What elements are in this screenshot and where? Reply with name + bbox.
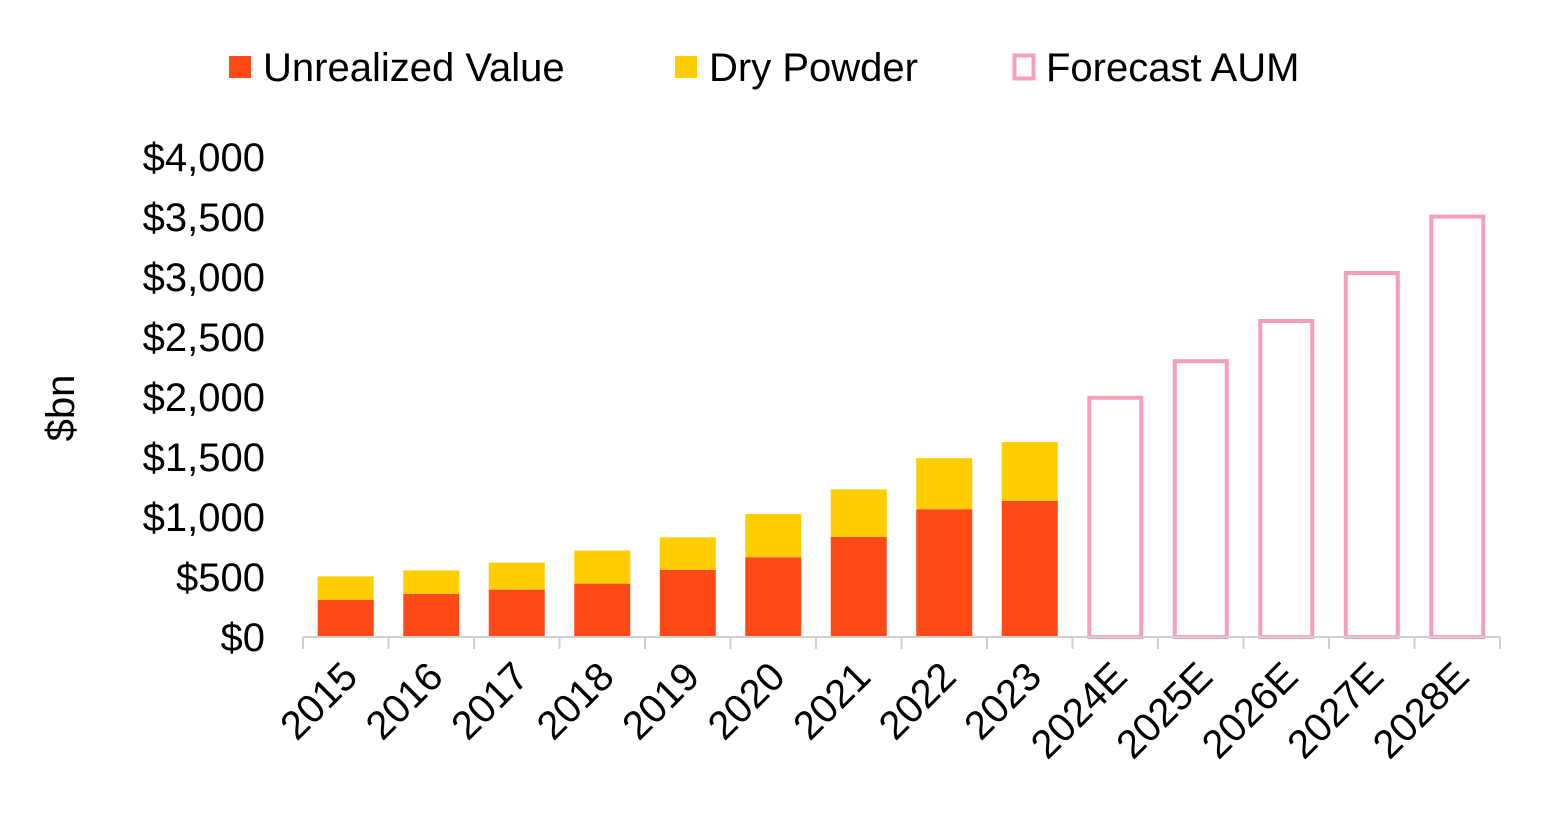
y-tick-label: $1,500 — [143, 436, 265, 480]
x-tick-label: 2019 — [614, 654, 708, 748]
legend-swatch — [1012, 53, 1036, 81]
bar-unrealized-value — [916, 509, 973, 637]
legend: Unrealized Value Dry Powder Forecast AUM — [229, 46, 1299, 90]
y-axis-label-group: $bn — [39, 375, 83, 442]
bar-dry-powder — [317, 576, 374, 600]
x-tick-label: 2017 — [443, 654, 537, 748]
x-tick-label: 2015 — [272, 654, 366, 748]
bar-dry-powder — [745, 514, 802, 558]
x-tick-label: 2022 — [871, 654, 965, 748]
y-tick-label: $1,000 — [143, 496, 265, 540]
bar-dry-powder — [916, 458, 973, 510]
legend-item: Unrealized Value — [229, 46, 565, 90]
x-tick-label: 2018 — [529, 654, 623, 748]
bar-unrealized-value — [659, 569, 716, 637]
legend-swatch — [229, 56, 251, 78]
bar-forecast-aum — [1172, 359, 1229, 639]
y-axis-label: $bn — [39, 375, 83, 442]
bar-forecast-aum — [1429, 214, 1486, 639]
y-tick-label: $500 — [176, 556, 265, 600]
x-tick-label: 2027E — [1279, 654, 1392, 767]
y-tick-label: $3,500 — [143, 196, 265, 240]
bar-unrealized-value — [403, 593, 460, 637]
y-tick-label: $0 — [221, 616, 266, 660]
x-tick-label: 2020 — [700, 654, 794, 748]
bar-unrealized-value — [574, 583, 631, 637]
y-tick-label: $2,000 — [143, 376, 265, 420]
bar-forecast-aum — [1343, 271, 1400, 639]
bar-forecast-aum — [1258, 319, 1315, 639]
bar-dry-powder — [1001, 442, 1058, 501]
x-axis: 2015201620172018201920202021202220232024… — [272, 636, 1501, 767]
y-tick-label: $3,000 — [143, 256, 265, 300]
bar-unrealized-value — [317, 599, 374, 637]
bar-dry-powder — [659, 537, 716, 570]
legend-label: Dry Powder — [709, 46, 918, 90]
x-tick-label: 2024E — [1023, 654, 1136, 767]
bar-unrealized-value — [1001, 500, 1058, 637]
legend-label: Unrealized Value — [263, 46, 565, 90]
bar-unrealized-value — [488, 589, 545, 637]
y-tick-label: $2,500 — [143, 316, 265, 360]
x-tick-label: 2025E — [1108, 654, 1221, 767]
bars-group — [317, 214, 1486, 639]
y-tick-label: $4,000 — [143, 136, 265, 180]
bar-forecast-aum — [1087, 395, 1144, 639]
legend-item: Dry Powder — [675, 46, 918, 90]
x-tick-label: 2028E — [1365, 654, 1478, 767]
bar-dry-powder — [574, 550, 631, 584]
legend-label: Forecast AUM — [1046, 46, 1299, 90]
bar-unrealized-value — [830, 536, 887, 637]
y-axis-ticks: $0 $500 $1,000 $1,500 $2,000 $2,500 $3,000 $3,5… — [143, 136, 265, 660]
bar-unrealized-value — [745, 557, 802, 637]
legend-swatch — [675, 56, 697, 78]
bar-dry-powder — [403, 570, 460, 594]
bar-dry-powder — [830, 489, 887, 537]
x-tick-label: 2016 — [358, 654, 452, 748]
x-tick-label: 2021 — [785, 654, 879, 748]
x-tick-label: 2026E — [1194, 654, 1307, 767]
bar-dry-powder — [488, 562, 545, 590]
legend-item: Forecast AUM — [1012, 46, 1299, 90]
